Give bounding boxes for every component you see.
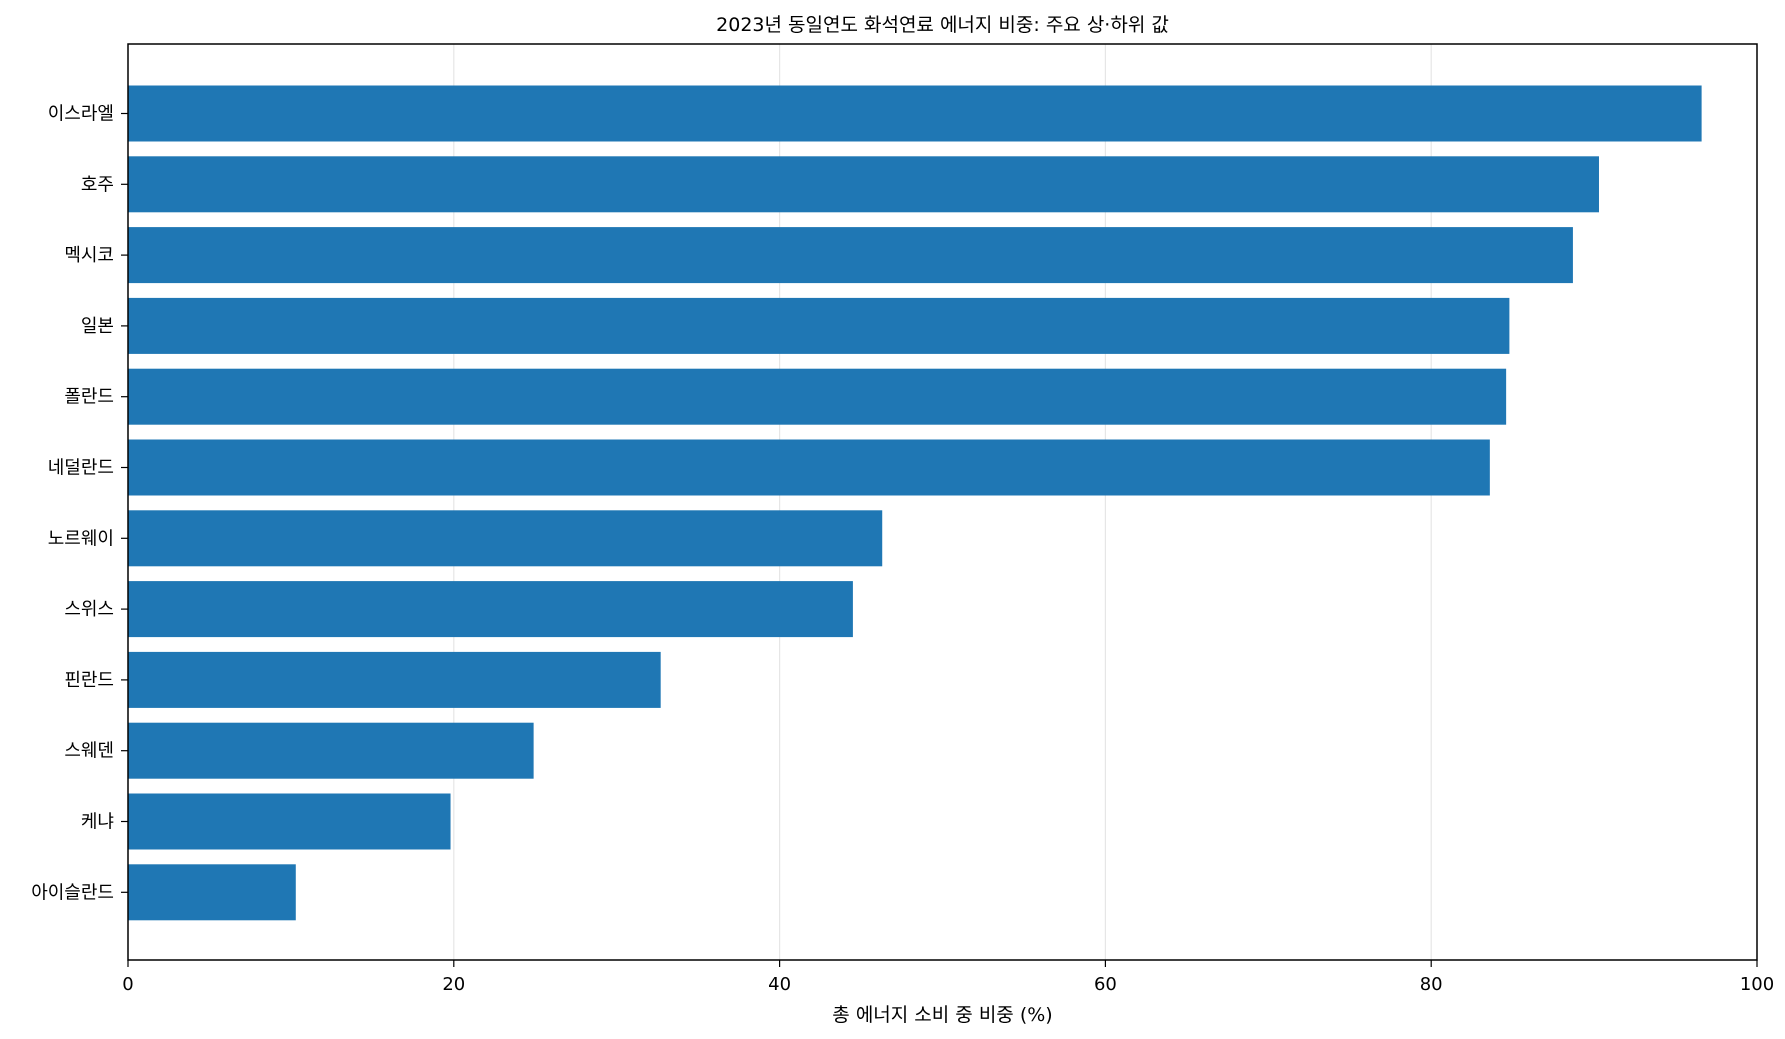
- x-tick-label: 20: [442, 974, 465, 995]
- bar: [128, 297, 1510, 354]
- y-category-label: 폴란드: [64, 387, 114, 408]
- x-tick-label: 80: [1420, 974, 1443, 995]
- y-category-label: 노르웨이: [48, 528, 114, 549]
- bar: [128, 651, 661, 708]
- bar: [128, 722, 534, 779]
- bar: [128, 85, 1702, 142]
- y-category-label: 네덜란드: [48, 458, 114, 479]
- y-category-label: 스위스: [64, 599, 114, 620]
- y-category-label: 호주: [81, 174, 114, 195]
- y-category-label: 일본: [81, 316, 114, 337]
- y-category-label: 이스라엘: [48, 104, 114, 125]
- x-tick-label: 60: [1094, 974, 1117, 995]
- x-tick-label: 100: [1740, 974, 1774, 995]
- x-tick-label: 0: [122, 974, 133, 995]
- bar: [128, 510, 883, 567]
- y-category-label: 핀란드: [64, 670, 114, 691]
- bar: [128, 439, 1490, 496]
- bar: [128, 156, 1599, 213]
- bar: [128, 581, 853, 638]
- x-tick-label: 40: [768, 974, 791, 995]
- bar: [128, 864, 296, 921]
- bar: [128, 227, 1573, 284]
- x-axis-title: 총 에너지 소비 중 비중 (%): [832, 1004, 1052, 1026]
- x-axis-ticks: 0 20 40 60 80 100: [122, 960, 1774, 995]
- bar: [128, 793, 451, 850]
- y-category-label: 멕시코: [64, 245, 114, 266]
- plot-frame: [127, 43, 1758, 961]
- bars: [128, 85, 1702, 921]
- bar: [128, 368, 1507, 425]
- y-category-label: 스웨덴: [64, 741, 114, 762]
- chart-title: 2023년 동일연도 화석연료 에너지 비중: 주요 상·하위 값: [716, 14, 1169, 36]
- y-category-label: 아이슬란드: [31, 882, 114, 903]
- y-category-label: 케냐: [81, 812, 114, 833]
